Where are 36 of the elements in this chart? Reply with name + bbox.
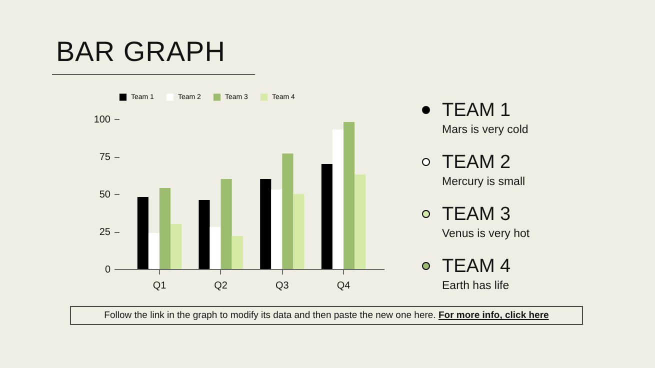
- text: Mercury is small: [442, 176, 526, 188]
- bar: [332, 130, 344, 269]
- text: Venus is very hot: [442, 228, 530, 240]
- text: Follow the link in the graph to modify its data and then paste the new one here.: [104, 310, 436, 321]
- bar: [232, 236, 243, 269]
- bar: [260, 179, 272, 269]
- y-tick-label: 75: [99, 152, 111, 163]
- text: TEAM 2: [442, 152, 512, 174]
- bar: [293, 194, 304, 269]
- bar: [137, 197, 148, 269]
- bar: [321, 164, 332, 269]
- bar: [282, 154, 294, 269]
- bar: [210, 227, 221, 269]
- bar: [271, 190, 282, 269]
- text: For more info, click here: [438, 310, 549, 321]
- y-tick-label: 0: [104, 264, 111, 276]
- text: TEAM 1: [442, 100, 512, 122]
- bar: [220, 179, 232, 269]
- bar: [198, 200, 210, 269]
- chart-title: BAR GRAPH: [52, 36, 256, 75]
- text: Earth has life: [442, 280, 510, 292]
- y-tick-label: 100: [94, 114, 111, 126]
- y-tick-label: 25: [99, 227, 111, 238]
- text: TEAM 4: [442, 256, 512, 278]
- x-tick-label: Q2: [214, 280, 228, 292]
- x-tick-label: Q3: [276, 280, 290, 292]
- bar: [354, 174, 366, 269]
- x-tick-label: Q1: [152, 280, 167, 292]
- y-tick-label: 50: [99, 190, 111, 200]
- text: TEAM 3: [442, 204, 512, 226]
- x-tick-label: Q4: [336, 280, 351, 292]
- bar: [170, 224, 182, 269]
- bar: [159, 188, 171, 269]
- text: Mars is very cold: [442, 124, 530, 136]
- bar: [344, 122, 355, 269]
- bar: [148, 233, 160, 269]
